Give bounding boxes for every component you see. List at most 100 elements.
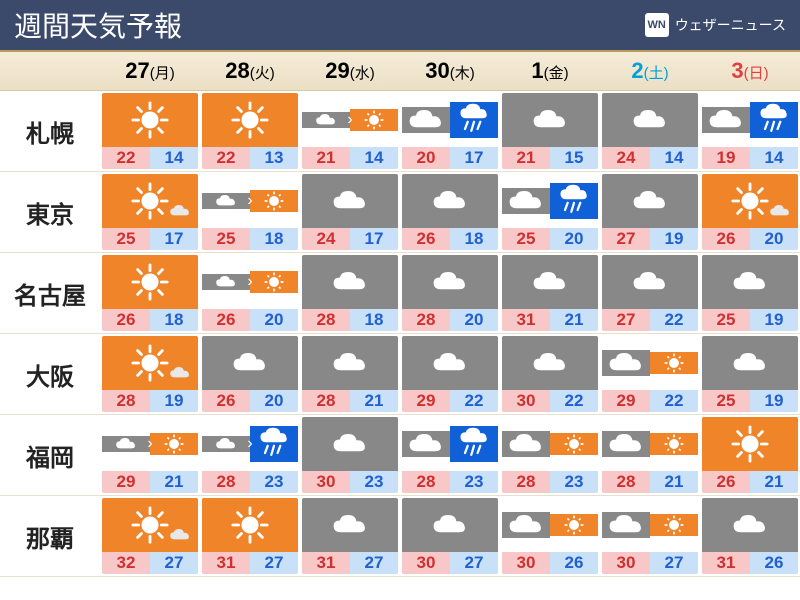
temp-high: 25 [202,228,250,250]
forecast-cell: 2620 [700,172,800,253]
date-number: 28 [225,58,249,83]
brand-logo: WN ウェザーニュース [645,13,786,37]
date-header: 28(火) [200,52,300,91]
temp-low: 18 [150,309,198,331]
forecast-cell: 3026 [500,496,600,577]
temp-high: 30 [402,552,450,574]
temp-low: 18 [450,228,498,250]
date-dow: (日) [744,65,769,82]
forecast-cell: ›2114 [300,91,400,172]
date-number: 29 [325,58,349,83]
temp-low: 14 [150,147,198,169]
forecast-cell: 2620 [200,334,300,415]
forecast-cell: ›2823 [200,415,300,496]
temp-low: 14 [350,147,398,169]
temp-high: 26 [702,471,750,493]
temp-low: 17 [150,228,198,250]
temp-low: 17 [350,228,398,250]
temp-high: 26 [702,228,750,250]
date-number: 30 [425,58,449,83]
temp-high: 28 [402,471,450,493]
temp-high: 26 [202,309,250,331]
temp-low: 23 [550,471,598,493]
forecast-cell: 2519 [700,253,800,334]
temp-high: 27 [602,309,650,331]
date-number: 1 [531,58,543,83]
temp-low: 27 [350,552,398,574]
date-dow: (火) [250,65,275,82]
date-dow: (土) [644,65,669,82]
temp-high: 28 [502,471,550,493]
date-header: 29(水) [300,52,400,91]
temp-high: 30 [602,552,650,574]
temp-low: 14 [750,147,798,169]
temp-low: 14 [650,147,698,169]
city-label: 東京 [0,172,100,253]
forecast-cell: 3126 [700,496,800,577]
logo-badge: WN [645,13,669,37]
temp-low: 23 [450,471,498,493]
forecast-cell: 3027 [400,496,500,577]
date-number: 27 [125,58,149,83]
temp-high: 21 [302,147,350,169]
temp-high: 30 [502,552,550,574]
forecast-cell: 2821 [300,334,400,415]
temp-low: 23 [250,471,298,493]
widget-title: 週間天気予報 [14,5,182,45]
temp-low: 21 [650,471,698,493]
date-dow: (金) [544,65,569,82]
temp-high: 25 [102,228,150,250]
date-dow: (木) [450,65,475,82]
temp-high: 22 [202,147,250,169]
date-header: 27(月) [100,52,200,91]
forecast-cell: 3127 [200,496,300,577]
temp-low: 22 [650,390,698,412]
date-header: 3(日) [700,52,800,91]
temp-high: 31 [302,552,350,574]
forecast-cell: 2618 [400,172,500,253]
forecast-cell: 2922 [400,334,500,415]
temp-low: 19 [750,390,798,412]
temp-low: 21 [550,309,598,331]
weather-forecast-widget: 週間天気予報 WN ウェザーニュース 27(月)28(火)29(水)30(木)1… [0,0,800,600]
temp-low: 18 [250,228,298,250]
city-label: 名古屋 [0,253,100,334]
forecast-cell: 2621 [700,415,800,496]
city-label: 大阪 [0,334,100,415]
temp-high: 31 [702,552,750,574]
temp-low: 15 [550,147,598,169]
temp-low: 27 [650,552,698,574]
temp-low: 17 [450,147,498,169]
temp-low: 21 [350,390,398,412]
temp-high: 30 [302,471,350,493]
temp-low: 22 [550,390,598,412]
temp-high: 29 [102,471,150,493]
forecast-cell: 3027 [600,496,700,577]
temp-high: 29 [402,390,450,412]
forecast-cell: 2214 [100,91,200,172]
header-bar: 週間天気予報 WN ウェザーニュース [0,0,800,52]
forecast-cell: 2819 [100,334,200,415]
forecast-cell: 3023 [300,415,400,496]
temp-high: 28 [302,390,350,412]
date-header: 1(金) [500,52,600,91]
temp-low: 18 [350,309,398,331]
temp-low: 19 [750,309,798,331]
forecast-cell: 2719 [600,172,700,253]
logo-text: ウェザーニュース [675,15,786,35]
forecast-cell: 3022 [500,334,600,415]
temp-low: 20 [250,390,298,412]
temp-low: 20 [450,309,498,331]
forecast-cell: 1914 [700,91,800,172]
date-number: 2 [631,58,643,83]
date-number: 3 [731,58,743,83]
temp-high: 29 [602,390,650,412]
temp-low: 26 [750,552,798,574]
forecast-cell: ›2620 [200,253,300,334]
forecast-cell: 2820 [400,253,500,334]
temp-low: 23 [350,471,398,493]
temp-high: 32 [102,552,150,574]
temp-high: 26 [102,309,150,331]
temp-high: 27 [602,228,650,250]
grid-corner [0,52,100,91]
